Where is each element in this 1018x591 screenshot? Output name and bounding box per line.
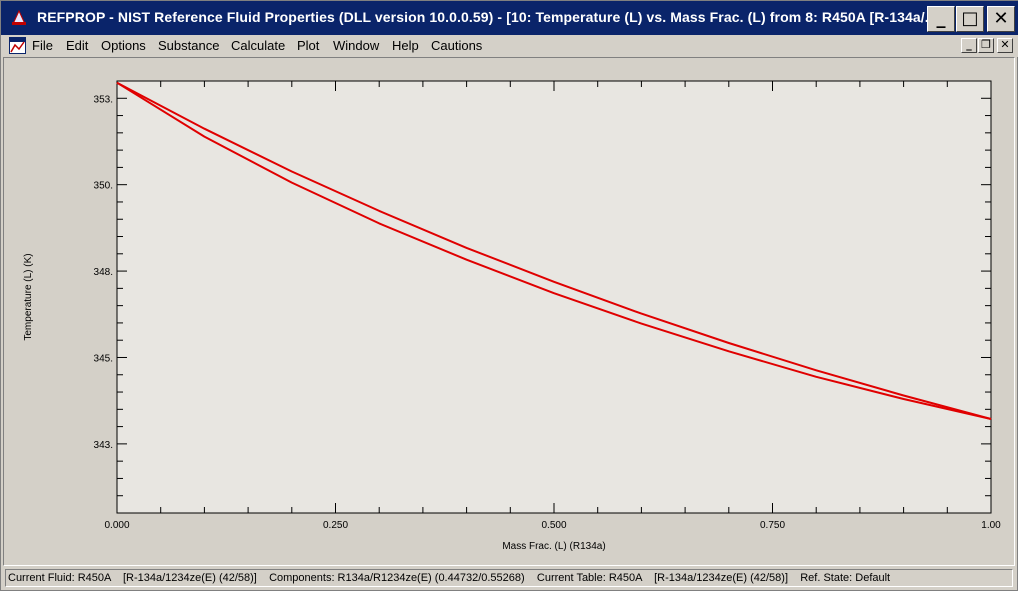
mdi-minimize-button[interactable]: _ — [961, 38, 977, 53]
y-tick-label: 353. — [94, 94, 113, 105]
series-line-upper[interactable] — [116, 81, 992, 420]
title-bar[interactable]: REFPROP - NIST Reference Fluid Propertie… — [1, 1, 1018, 35]
y-tick-label: 343. — [94, 440, 113, 451]
close-button[interactable]: ✕ — [987, 6, 1015, 32]
menu-window[interactable]: Window — [333, 38, 380, 53]
plot-area[interactable] — [116, 80, 992, 514]
y-tick-label: 345. — [94, 353, 113, 364]
menu-calculate[interactable]: Calculate — [231, 38, 286, 53]
y-tick-labels: 343. 345. 348. 350. 353. — [94, 94, 113, 451]
y-tick-label: 350. — [94, 181, 113, 192]
status-bar: Current Fluid: R450A [R-134a/1234ze(E) (… — [1, 567, 1018, 589]
x-axis-ticks — [116, 81, 992, 513]
x-tick-label: 0.500 — [541, 520, 566, 531]
y-axis-ticks — [117, 80, 991, 514]
x-tick-labels: 0.000 0.250 0.500 0.750 1.00 — [104, 520, 1001, 531]
mdi-restore-button[interactable]: ❐ — [978, 38, 994, 53]
y-tick-label: 348. — [94, 267, 113, 278]
menu-cautions[interactable]: Cautions — [431, 38, 483, 53]
x-tick-label: 0.000 — [104, 520, 129, 531]
x-tick-label: 0.250 — [323, 520, 348, 531]
data-series — [116, 81, 992, 420]
refprop-app-icon[interactable] — [10, 9, 28, 27]
menu-edit[interactable]: Edit — [66, 38, 89, 53]
menu-file[interactable]: File — [32, 38, 53, 53]
maximize-button[interactable]: □ — [956, 6, 984, 32]
plot-window: 0.000 0.250 0.500 0.750 1.00 343. 345. 348. 350… — [3, 57, 1015, 566]
minimize-button[interactable]: _ — [927, 6, 955, 32]
mdi-close-button[interactable]: ✕ — [997, 38, 1013, 53]
x-tick-label: 1.00 — [981, 520, 1001, 531]
menu-options[interactable]: Options — [101, 38, 146, 53]
x-tick-label: 0.750 — [760, 520, 785, 531]
menu-substance[interactable]: Substance — [158, 38, 220, 53]
series-line-lower[interactable] — [116, 81, 992, 420]
temperature-vs-mass-fraction-chart[interactable]: 0.000 0.250 0.500 0.750 1.00 343. 345. 348. 350… — [4, 58, 1014, 565]
y-axis-label: Temperature (L) (K) — [23, 253, 34, 340]
window-title: REFPROP - NIST Reference Fluid Propertie… — [37, 9, 937, 25]
menu-plot[interactable]: Plot — [297, 38, 320, 53]
menu-help[interactable]: Help — [392, 38, 419, 53]
status-text: Current Fluid: R450A [R-134a/1234ze(E) (… — [5, 569, 1013, 587]
menu-bar: File Edit Options Substance Calculate Pl… — [1, 35, 1018, 57]
x-axis-label: Mass Frac. (L) (R134a) — [502, 541, 605, 552]
child-window-icon[interactable] — [9, 37, 26, 54]
